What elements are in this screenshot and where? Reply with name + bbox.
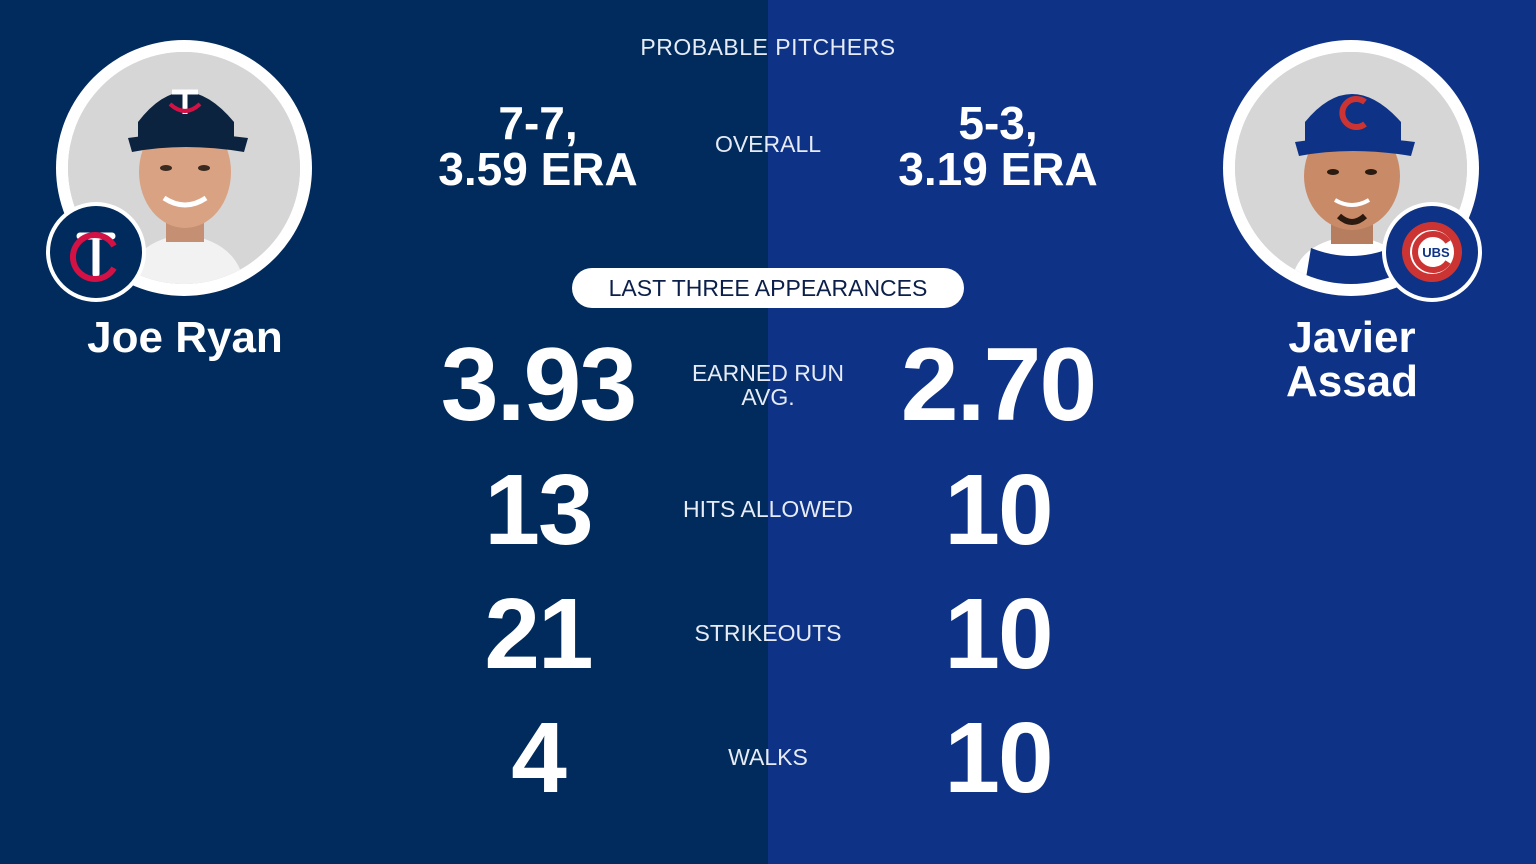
era-label-line2: AVG. <box>741 384 795 410</box>
right-overall-record: 5-3, 3.19 ERA <box>838 100 1158 192</box>
left-era-value: 3.93 <box>440 327 637 443</box>
right-overall-wl: 5-3, <box>958 97 1038 149</box>
walks-label: WALKS <box>728 744 808 770</box>
twins-logo-icon <box>46 202 146 302</box>
right-walks-value: 10 <box>944 702 1053 814</box>
right-overall-era: 3.19 ERA <box>898 143 1098 195</box>
left-strikeouts-value: 21 <box>484 578 593 690</box>
svg-text:UBS: UBS <box>1422 245 1450 260</box>
player-photo-icon <box>68 52 300 284</box>
right-hits-value: 10 <box>944 454 1053 566</box>
left-overall-era: 3.59 ERA <box>438 143 638 195</box>
section-label: LAST THREE APPEARANCES <box>572 268 964 308</box>
left-hits-value: 13 <box>484 454 593 566</box>
stat-row-era: 3.93 EARNED RUN AVG. 2.70 <box>0 330 1536 440</box>
hits-label: HITS ALLOWED <box>683 496 853 522</box>
left-player-name-line1: Joe Ryan <box>87 313 283 362</box>
right-player-name-line2: Assad <box>1285 357 1419 406</box>
cubs-logo-icon: UBS <box>1382 202 1482 302</box>
left-player-name: Joe Ryan <box>40 316 330 360</box>
stat-row-strikeouts: 21 STRIKEOUTS 10 <box>0 579 1536 689</box>
overall-label: OVERALL <box>714 131 822 157</box>
right-era-value: 2.70 <box>900 327 1097 443</box>
cubs-c-icon: UBS <box>1402 222 1462 282</box>
left-overall-wl: 7-7, <box>498 97 578 149</box>
left-walks-value: 4 <box>511 702 567 814</box>
right-player-name: Javier Assad <box>1210 316 1494 404</box>
era-label: EARNED RUN AVG. <box>648 361 888 409</box>
page-title: PROBABLE PITCHERS <box>640 34 896 60</box>
stat-row-walks: 4 WALKS 10 <box>0 703 1536 813</box>
strikeouts-label: STRIKEOUTS <box>694 620 842 646</box>
twins-tc-icon <box>69 232 117 282</box>
left-overall-record: 7-7, 3.59 ERA <box>378 100 698 192</box>
right-player-name-line1: Javier <box>1288 313 1416 362</box>
stat-row-hits: 13 HITS ALLOWED 10 <box>0 455 1536 565</box>
era-label-line1: EARNED RUN <box>691 360 845 386</box>
right-strikeouts-value: 10 <box>944 578 1053 690</box>
